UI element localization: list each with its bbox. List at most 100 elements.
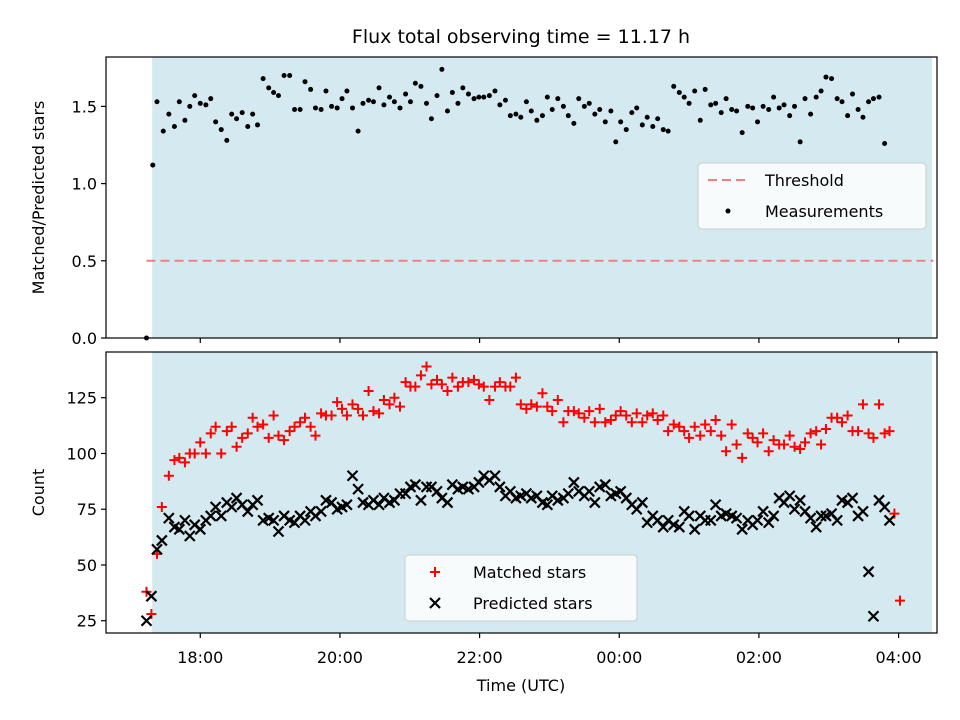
data-point bbox=[176, 99, 182, 105]
data-point bbox=[879, 428, 890, 439]
data-point bbox=[476, 94, 482, 100]
data-point bbox=[376, 85, 382, 91]
data-point bbox=[605, 415, 616, 426]
data-point bbox=[255, 122, 261, 128]
data-point bbox=[776, 105, 782, 111]
data-point bbox=[384, 399, 395, 410]
data-point bbox=[805, 428, 816, 439]
data-point bbox=[173, 523, 186, 536]
data-point bbox=[763, 446, 774, 457]
data-point bbox=[705, 426, 716, 437]
data-point bbox=[663, 426, 674, 437]
count-panel: 25 50 75 100 125 18:00 20:00 22:00 00:00 02:00 04:… bbox=[29, 351, 938, 667]
data-point bbox=[420, 481, 433, 493]
legend-plus-marker bbox=[430, 567, 440, 577]
data-point bbox=[316, 408, 327, 419]
data-point bbox=[552, 394, 563, 405]
data-point bbox=[434, 93, 440, 99]
data-point bbox=[387, 94, 393, 100]
data-point bbox=[200, 448, 211, 459]
data-point bbox=[758, 428, 769, 439]
data-point bbox=[210, 421, 221, 432]
data-point bbox=[718, 110, 724, 116]
data-point bbox=[568, 406, 579, 417]
x-tick-label: 04:00 bbox=[876, 648, 922, 667]
data-point bbox=[729, 106, 735, 112]
data-point bbox=[473, 379, 484, 390]
chart-title: Flux total observing time = 11.17 h bbox=[352, 26, 690, 48]
data-point bbox=[381, 102, 387, 108]
data-point bbox=[745, 103, 751, 109]
data-point bbox=[187, 103, 193, 109]
data-point bbox=[832, 412, 843, 423]
data-point bbox=[150, 162, 156, 168]
data-point bbox=[263, 432, 274, 443]
data-point bbox=[492, 88, 498, 94]
data-point bbox=[229, 111, 235, 117]
data-point bbox=[279, 435, 290, 446]
data-point bbox=[378, 394, 389, 405]
data-point bbox=[655, 116, 661, 122]
x-tick-label: 00:00 bbox=[596, 648, 642, 667]
data-point bbox=[762, 516, 775, 529]
data-point bbox=[544, 94, 550, 100]
data-point bbox=[781, 102, 787, 108]
data-point bbox=[573, 408, 584, 419]
data-point bbox=[779, 439, 790, 450]
data-point bbox=[618, 119, 624, 125]
y-axis-label: Count bbox=[29, 469, 48, 517]
data-point bbox=[410, 381, 421, 392]
data-point bbox=[318, 106, 324, 112]
data-point bbox=[224, 137, 230, 143]
data-point bbox=[521, 403, 532, 414]
data-point bbox=[218, 127, 224, 133]
data-point bbox=[846, 492, 859, 504]
data-point bbox=[473, 476, 485, 489]
data-point bbox=[576, 96, 582, 102]
data-point bbox=[751, 514, 764, 527]
data-point bbox=[658, 410, 669, 421]
data-point bbox=[839, 99, 845, 105]
data-point bbox=[469, 374, 480, 385]
data-point bbox=[876, 94, 882, 100]
data-point bbox=[460, 85, 466, 91]
data-point bbox=[502, 97, 508, 103]
data-point bbox=[439, 66, 445, 72]
data-point bbox=[234, 116, 240, 122]
data-point bbox=[610, 410, 621, 421]
data-point bbox=[800, 437, 811, 448]
data-point bbox=[203, 102, 209, 108]
data-point bbox=[726, 419, 737, 430]
data-point bbox=[312, 105, 318, 111]
data-point bbox=[374, 408, 385, 419]
data-point bbox=[870, 96, 876, 102]
data-point bbox=[426, 379, 437, 390]
data-point bbox=[245, 123, 251, 129]
data-point bbox=[665, 128, 671, 134]
data-point bbox=[513, 111, 519, 117]
data-point bbox=[534, 117, 540, 123]
data-point bbox=[702, 86, 708, 92]
data-point bbox=[816, 439, 827, 450]
data-point bbox=[739, 130, 745, 136]
y-tick-label: 125 bbox=[66, 389, 97, 408]
data-point bbox=[515, 399, 526, 410]
y-tick-label: 50 bbox=[77, 556, 97, 575]
legend-box bbox=[404, 554, 638, 622]
data-point bbox=[260, 76, 266, 82]
data-point bbox=[623, 127, 629, 133]
data-point bbox=[526, 399, 537, 410]
data-point bbox=[347, 399, 358, 410]
data-point bbox=[216, 448, 227, 459]
data-point bbox=[863, 428, 874, 439]
data-point bbox=[708, 102, 714, 108]
data-point bbox=[297, 106, 303, 112]
ratio-panel: 0.0 0.5 1.0 1.5 Matched/Predicted stars Thres… bbox=[29, 56, 938, 348]
data-point bbox=[510, 372, 521, 383]
data-point bbox=[842, 410, 853, 421]
data-point bbox=[652, 415, 663, 426]
data-point bbox=[704, 514, 717, 527]
series-measurements bbox=[144, 66, 888, 341]
data-point bbox=[163, 512, 175, 524]
data-point bbox=[226, 421, 237, 432]
